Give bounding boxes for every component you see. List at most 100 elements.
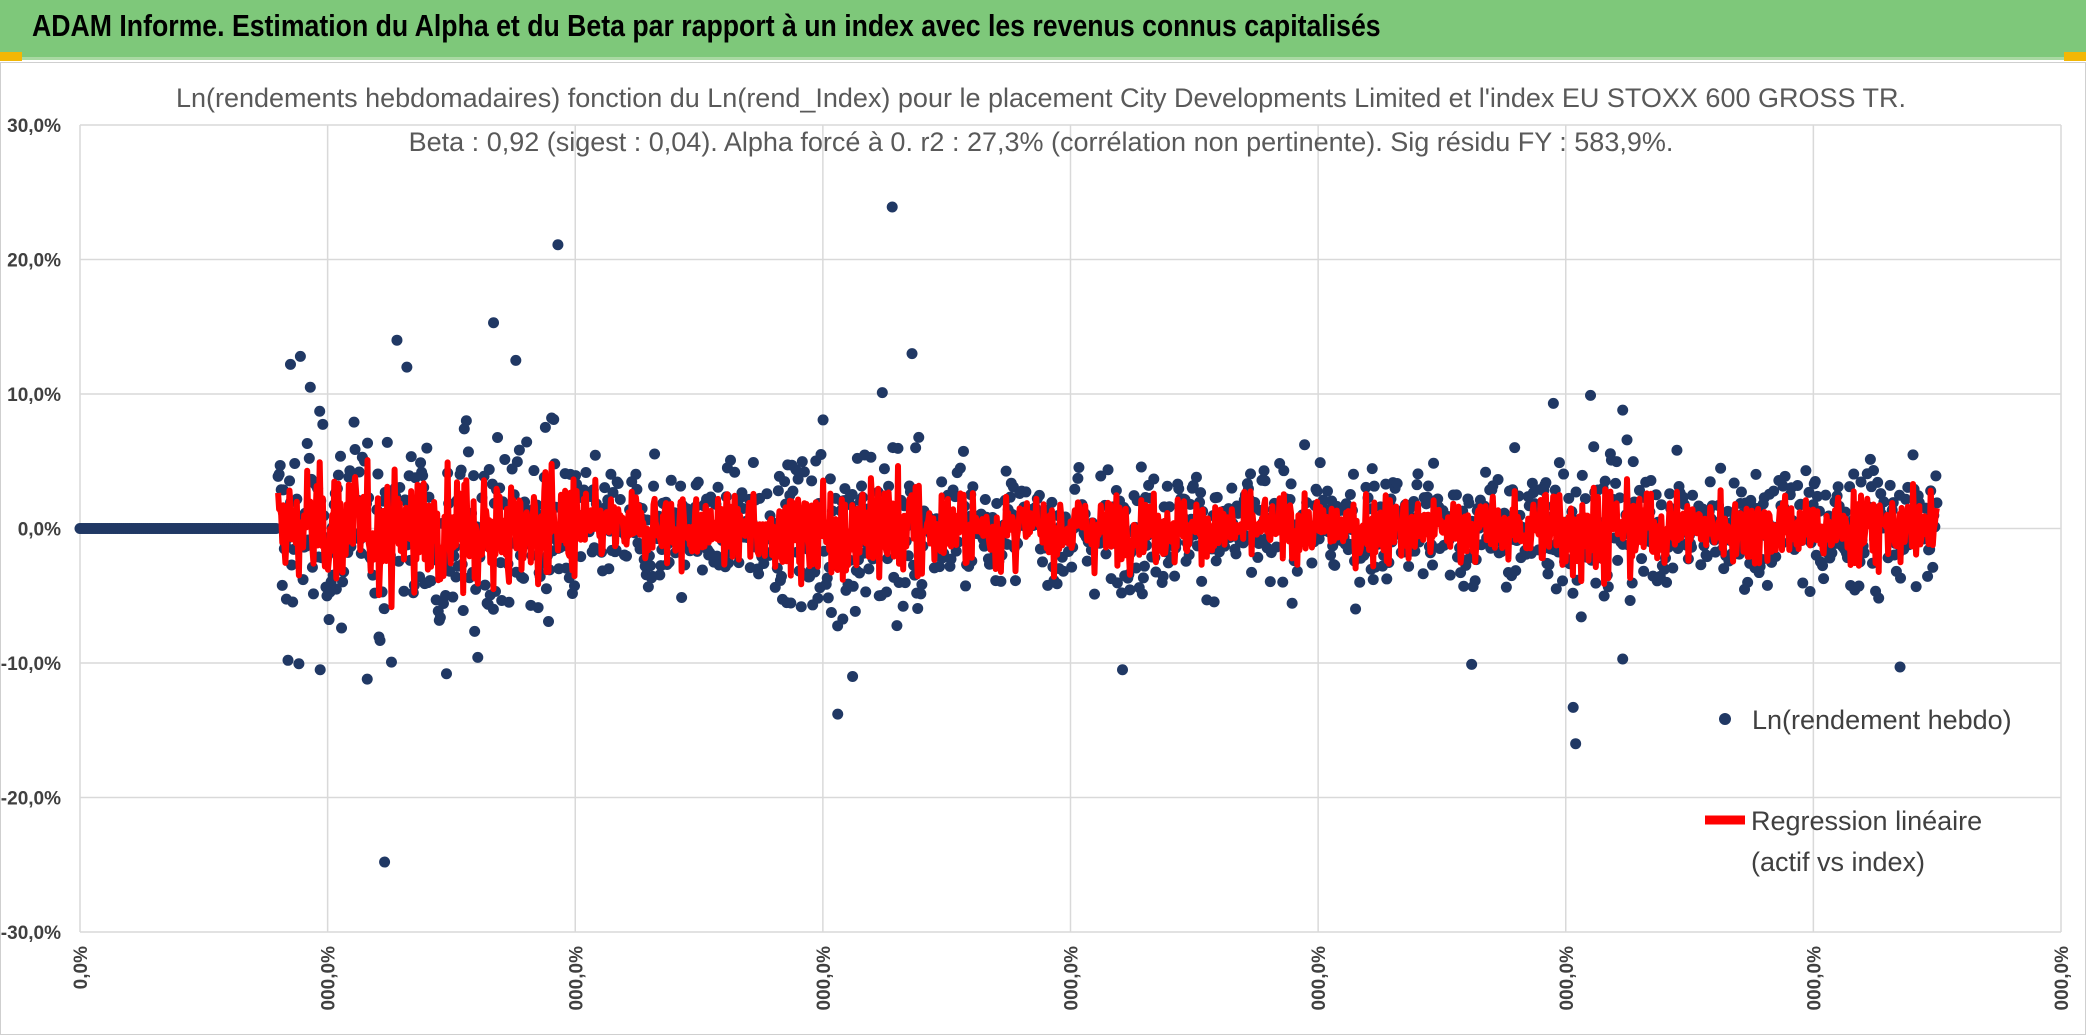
data-point — [1895, 572, 1907, 584]
data-point — [362, 437, 374, 449]
data-point — [470, 583, 482, 595]
data-point — [1621, 434, 1633, 446]
data-point — [421, 442, 433, 454]
data-point — [960, 580, 972, 592]
data-point — [822, 592, 834, 604]
data-point — [287, 596, 299, 608]
data-point — [1907, 449, 1919, 461]
data-point — [303, 452, 315, 464]
regression-line — [275, 457, 1940, 611]
data-point — [317, 418, 329, 430]
data-point — [337, 576, 349, 588]
data-point — [1463, 497, 1475, 509]
accent-mark-left — [0, 52, 22, 61]
data-point — [913, 431, 925, 443]
data-point — [825, 607, 837, 619]
data-point — [649, 448, 661, 460]
data-point — [301, 438, 313, 450]
data-point — [1655, 499, 1667, 511]
data-point — [886, 201, 898, 213]
data-point — [518, 572, 530, 584]
data-point — [1285, 478, 1297, 490]
data-point — [335, 450, 347, 462]
data-point — [1350, 603, 1362, 615]
data-point — [798, 466, 810, 478]
data-point — [314, 405, 326, 417]
data-point — [1211, 491, 1223, 503]
data-point — [425, 575, 437, 587]
data-point — [1111, 577, 1123, 589]
data-point — [1575, 611, 1587, 623]
data-point — [1245, 468, 1257, 480]
y-tick-label: 20,0% — [7, 251, 61, 272]
data-point — [1543, 559, 1555, 571]
data-point — [1161, 480, 1173, 492]
data-point — [294, 350, 306, 362]
data-point — [736, 487, 748, 499]
data-point — [503, 596, 515, 608]
data-point — [469, 625, 481, 637]
data-point — [1187, 480, 1199, 492]
data-point — [1169, 570, 1181, 582]
data-point — [569, 580, 581, 592]
data-point — [1809, 476, 1821, 488]
data-point — [415, 457, 427, 469]
data-point — [1667, 562, 1679, 574]
data-point — [1195, 487, 1207, 499]
data-point — [812, 592, 824, 604]
y-tick-label: 0,0% — [18, 520, 61, 541]
data-point — [1264, 576, 1276, 588]
data-point — [1258, 465, 1270, 477]
y-tick-label: 30,0% — [7, 116, 61, 137]
data-point — [1557, 575, 1569, 587]
data-point — [1509, 442, 1521, 454]
data-point — [747, 456, 759, 468]
data-point — [1057, 565, 1069, 577]
data-point — [1761, 579, 1773, 591]
data-point — [775, 570, 787, 582]
data-point — [277, 484, 289, 496]
data-point — [1381, 573, 1393, 585]
data-point — [934, 561, 946, 573]
data-point — [936, 476, 948, 488]
data-point — [1480, 466, 1492, 478]
data-point — [847, 670, 859, 682]
data-point — [1900, 493, 1912, 505]
data-point — [528, 465, 540, 477]
data-point — [779, 476, 791, 488]
x-tick-label: 000,0% — [319, 946, 340, 1011]
data-point — [1792, 479, 1804, 491]
data-point — [753, 568, 765, 580]
data-point — [307, 588, 319, 600]
data-point — [1138, 560, 1150, 572]
data-point — [1558, 468, 1570, 480]
data-point — [379, 856, 391, 868]
data-point — [1627, 456, 1639, 468]
data-point — [1173, 483, 1185, 495]
data-point — [1804, 586, 1816, 598]
data-point — [1210, 555, 1222, 567]
data-point — [912, 602, 924, 614]
data-point — [1610, 477, 1622, 489]
report-title: ADAM Informe. Estimation du Alpha et du … — [32, 8, 1381, 43]
data-point — [1469, 575, 1481, 587]
data-point — [344, 465, 356, 477]
data-point — [897, 600, 909, 612]
data-point — [1872, 476, 1884, 488]
data-point — [607, 487, 619, 499]
data-point — [314, 664, 326, 676]
data-point — [837, 613, 849, 625]
data-point — [1325, 549, 1337, 561]
data-point — [1750, 468, 1762, 480]
data-point — [792, 473, 804, 485]
data-point — [644, 560, 656, 572]
data-point — [543, 615, 555, 627]
data-point — [1645, 475, 1657, 487]
data-point — [381, 436, 393, 448]
x-tick-label: 000,0% — [2052, 946, 2073, 1011]
data-point — [468, 470, 480, 482]
data-point — [1020, 486, 1032, 498]
data-point — [853, 567, 865, 579]
data-point — [832, 708, 844, 720]
data-point — [675, 480, 687, 492]
